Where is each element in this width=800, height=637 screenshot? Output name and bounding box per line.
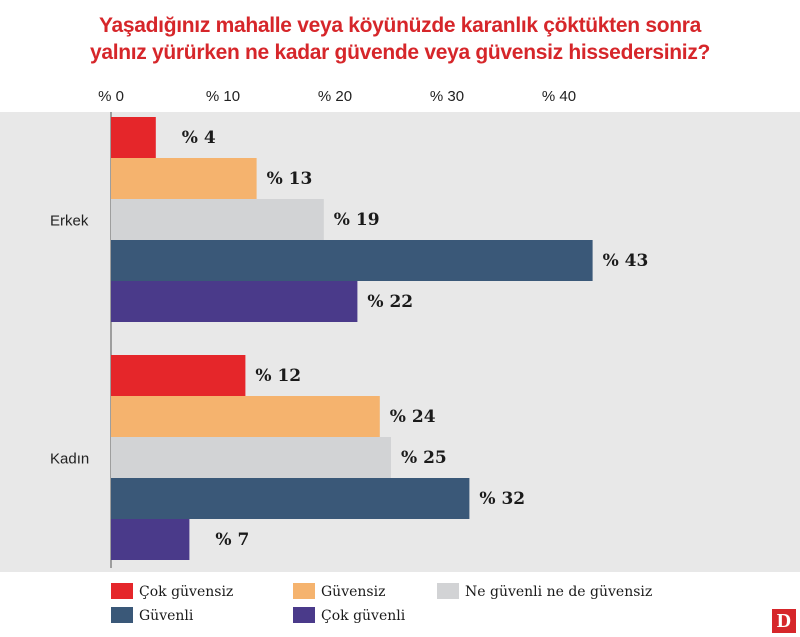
category-label: Kadın bbox=[50, 450, 89, 467]
legend-swatch bbox=[111, 607, 133, 623]
data-label: % 4 bbox=[182, 128, 216, 148]
data-label: % 22 bbox=[367, 292, 413, 312]
legend-label: Güvensiz bbox=[321, 584, 385, 600]
data-label: % 43 bbox=[603, 251, 649, 271]
legend-swatch bbox=[293, 583, 315, 599]
x-tick-label: % 0 bbox=[98, 88, 124, 105]
x-tick-label: % 40 bbox=[542, 88, 576, 105]
bar bbox=[111, 240, 593, 281]
bar bbox=[111, 199, 324, 240]
legend-label: Ne güvenli ne de güvensiz bbox=[465, 584, 652, 600]
category-label: Erkek bbox=[50, 212, 89, 229]
data-label: % 7 bbox=[215, 530, 249, 550]
legend-label: Güvenli bbox=[139, 608, 194, 624]
bar bbox=[111, 478, 470, 519]
legend-swatch bbox=[437, 583, 459, 599]
bar bbox=[111, 396, 380, 437]
x-tick-label: % 20 bbox=[318, 88, 352, 105]
data-label: % 24 bbox=[390, 407, 436, 427]
data-label: % 25 bbox=[401, 448, 447, 468]
bar bbox=[111, 437, 391, 478]
data-label: % 12 bbox=[255, 366, 301, 386]
data-label: % 13 bbox=[267, 169, 313, 189]
data-label: % 19 bbox=[334, 210, 380, 230]
x-tick-label: % 10 bbox=[206, 88, 240, 105]
x-tick-label: % 30 bbox=[430, 88, 464, 105]
bar bbox=[111, 281, 358, 322]
chart-title-line-2: yalnız yürürken ne kadar güvende veya gü… bbox=[89, 41, 711, 64]
legend-swatch bbox=[293, 607, 315, 623]
bar bbox=[111, 355, 246, 396]
bar bbox=[111, 519, 190, 560]
chart-title-line-1: Yaşadığınız mahalle veya köyünüzde karan… bbox=[98, 14, 702, 37]
data-label: % 32 bbox=[479, 489, 525, 509]
brand-logo: D bbox=[772, 609, 796, 633]
bar bbox=[111, 158, 257, 199]
legend-label: Çok güvenli bbox=[321, 608, 406, 624]
legend-swatch bbox=[111, 583, 133, 599]
legend-label: Çok güvensiz bbox=[139, 584, 233, 600]
bar bbox=[111, 117, 156, 158]
